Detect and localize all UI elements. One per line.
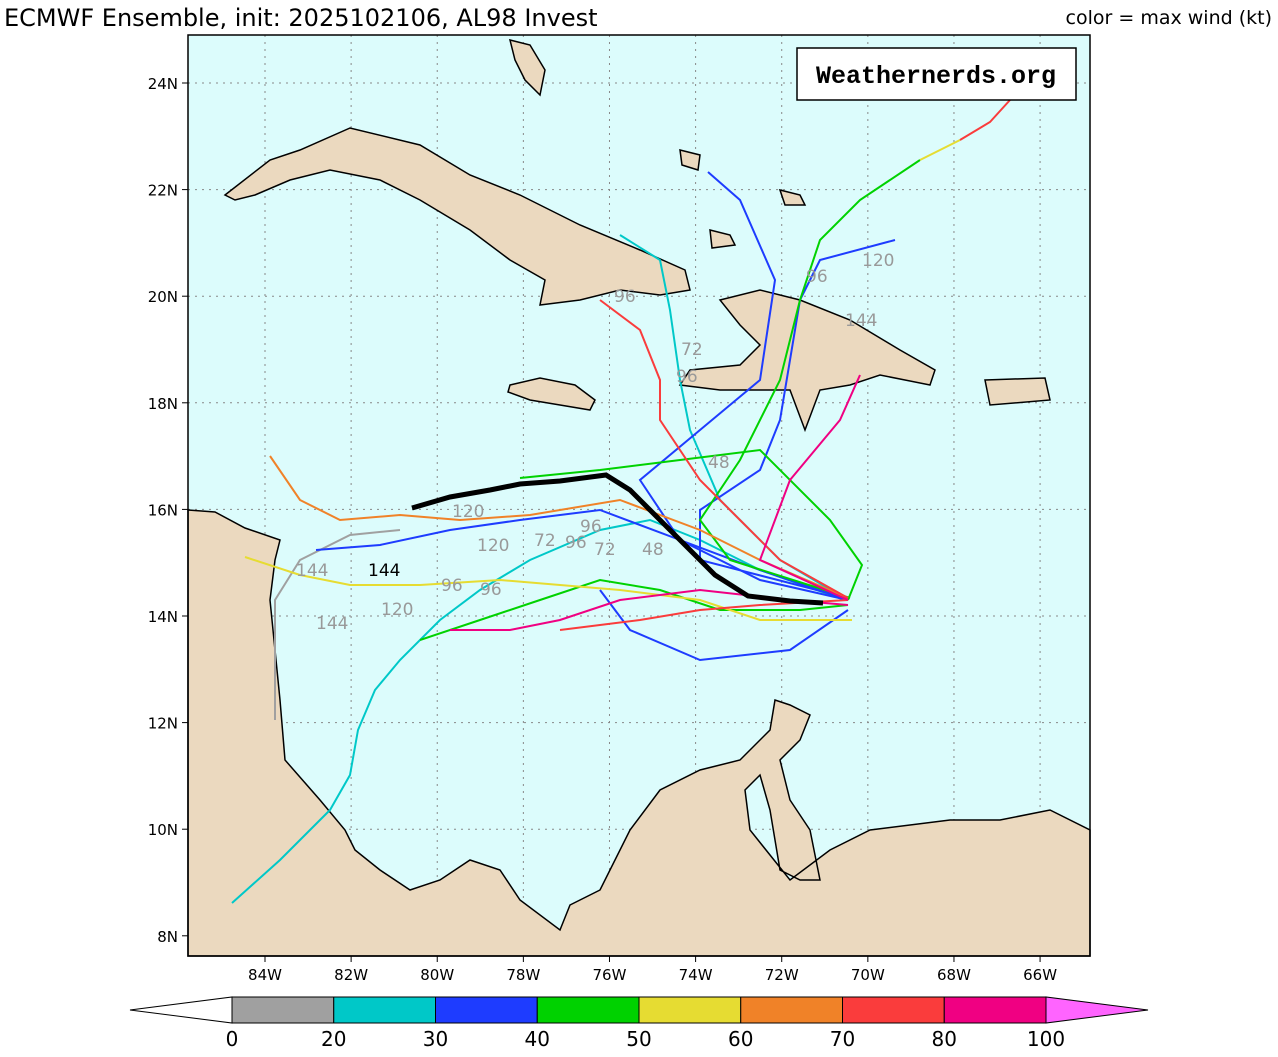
track [419, 578, 849, 641]
track [919, 139, 961, 161]
ensemble-mean-track [411, 472, 824, 606]
puerto-rico [984, 377, 1051, 406]
colorbar-label: 40 [525, 1027, 550, 1051]
watermark: Weathernerds.org [816, 62, 1056, 91]
track [698, 159, 921, 599]
colorbar-segment [333, 996, 436, 1024]
lat-label: 24N [148, 75, 178, 93]
track-label: 48 [708, 453, 730, 473]
track-label: 144 [368, 561, 400, 581]
track-label: 96 [441, 576, 463, 596]
colorbar-label: 50 [626, 1027, 651, 1051]
track [959, 99, 1011, 141]
track [231, 518, 846, 904]
track [269, 455, 849, 599]
lon-label: 66W [1023, 966, 1057, 984]
watermark-box [796, 47, 1077, 101]
track-label: 96 [676, 367, 698, 387]
track-label: 120 [381, 600, 413, 620]
colorbar-segment [536, 996, 640, 1024]
track-label: 96 [580, 517, 602, 537]
track [638, 171, 849, 601]
colorbar-label: 70 [830, 1027, 855, 1051]
land [187, 38, 1091, 957]
colorbar-segment [943, 996, 1047, 1024]
lat-label: 14N [148, 608, 178, 626]
lon-label: 80W [420, 966, 454, 984]
track-label: 72 [681, 340, 703, 360]
colorbar-label: 20 [321, 1027, 346, 1051]
track-label: 96 [806, 267, 828, 287]
colorbar-segment [435, 996, 538, 1024]
track-label: 120 [477, 536, 509, 556]
colorbar-label: 80 [932, 1027, 957, 1051]
colorbar-label: 60 [728, 1027, 753, 1051]
track-label: 96 [614, 287, 636, 307]
lon-label: 72W [765, 966, 799, 984]
track [244, 556, 852, 621]
cuba [223, 127, 691, 306]
lat-label: 20N [148, 288, 178, 306]
lon-label: 70W [851, 966, 885, 984]
colorbar-label: 30 [423, 1027, 448, 1051]
jamaica [507, 377, 596, 411]
track [599, 589, 849, 662]
lat-label: 18N [148, 395, 178, 413]
tracks [231, 99, 1011, 904]
colorbar-over [1045, 996, 1149, 1024]
lon-label: 76W [593, 966, 627, 984]
colorbar-segment [231, 996, 335, 1024]
color-note: color = max wind (kt) [1066, 7, 1272, 29]
track [519, 448, 864, 601]
colorbar-label: 100 [1027, 1027, 1065, 1051]
track-label: 144 [296, 561, 328, 581]
colorbar-segment [842, 996, 945, 1024]
colorbar-label: 0 [226, 1027, 239, 1051]
colorbar-segment [740, 996, 843, 1024]
lat-label: 22N [148, 182, 178, 200]
track-label: 48 [642, 540, 664, 560]
colorbar: 0 20 30 40 50 60 70 80 100 [129, 996, 1149, 1051]
lon-label: 74W [679, 966, 713, 984]
track-label: 120 [862, 251, 894, 271]
lat-label: 12N [148, 715, 178, 733]
central-america [187, 509, 1091, 957]
track-label: 120 [452, 502, 484, 522]
track-label: 144 [316, 614, 348, 634]
lat-label: 8N [157, 928, 178, 946]
title: ECMWF Ensemble, init: 2025102106, AL98 I… [4, 4, 598, 32]
lat-label: 16N [148, 501, 178, 519]
track [315, 508, 849, 601]
track-label: 96 [565, 533, 587, 553]
lon-label: 78W [506, 966, 540, 984]
track-label: 72 [534, 531, 556, 551]
hispaniola [678, 289, 936, 433]
track [274, 529, 401, 720]
lon-label: 68W [937, 966, 971, 984]
track-label: 96 [480, 580, 502, 600]
grid [182, 35, 1090, 962]
lat-label: 10N [148, 821, 178, 839]
bahamas [508, 38, 807, 249]
map-frame [187, 34, 1091, 957]
colorbar-under [129, 996, 233, 1024]
lon-label: 82W [334, 966, 368, 984]
track-labels: 96 96 120 144 72 96 120 120 72 72 48 48 … [296, 251, 894, 634]
lon-label: 84W [248, 966, 282, 984]
track [758, 374, 861, 601]
track [699, 239, 896, 599]
track-label: 72 [594, 540, 616, 560]
colorbar-segment [638, 996, 742, 1024]
track [599, 299, 849, 599]
track-label: 144 [845, 311, 877, 331]
